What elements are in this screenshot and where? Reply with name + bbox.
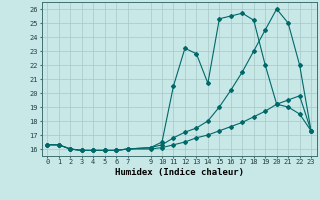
X-axis label: Humidex (Indice chaleur): Humidex (Indice chaleur) [115,168,244,177]
